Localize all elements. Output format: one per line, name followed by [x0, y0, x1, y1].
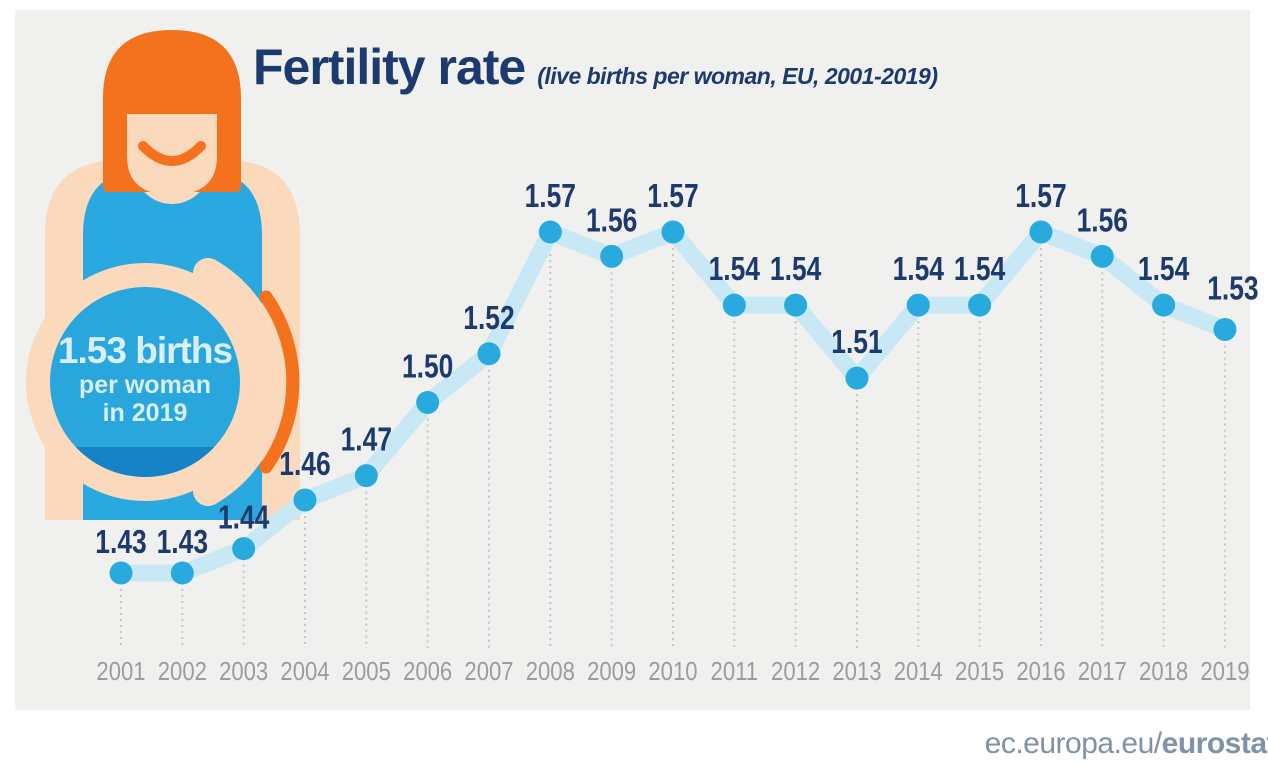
data-point [1152, 293, 1176, 317]
data-point [968, 293, 992, 317]
callout-unit: per woman [79, 371, 211, 400]
callout-value: 1.53 births [57, 330, 233, 371]
data-point [906, 293, 930, 317]
pregnant-woman-illustration [26, 30, 300, 520]
data-point [293, 488, 317, 512]
trend-line [112, 223, 1234, 582]
footer-url-brand: eurostat [1161, 727, 1268, 760]
value-label: 1.47 [341, 422, 392, 458]
data-point [784, 293, 808, 317]
year-tick-label: 2010 [648, 657, 697, 686]
year-tick-label: 2017 [1078, 657, 1127, 686]
page-title: Fertility rate [253, 39, 526, 95]
woman-right-arm [193, 258, 286, 506]
year-tick-label: 2015 [955, 657, 1004, 686]
year-tick-label: 2008 [526, 657, 575, 686]
data-point [109, 561, 133, 585]
footer-url: ec.europa.eu/eurostat [985, 727, 1268, 761]
year-tick-label: 2002 [158, 657, 207, 686]
year-tick-label: 2016 [1016, 657, 1065, 686]
data-point [1029, 220, 1053, 244]
data-point [845, 366, 869, 390]
data-point [1213, 317, 1237, 341]
year-tick-label: 2012 [771, 657, 820, 686]
data-point [477, 342, 501, 366]
value-label: 1.43 [95, 524, 146, 560]
belly-callout: 1.53 births per woman in 2019 [50, 330, 240, 427]
callout-year: in 2019 [102, 399, 188, 428]
year-tick-label: 2004 [280, 657, 329, 686]
value-label: 1.57 [1015, 178, 1066, 214]
year-tick-label: 2006 [403, 657, 452, 686]
chart-title-row: Fertility rate (live births per woman, E… [253, 42, 938, 92]
year-tick-label: 2019 [1200, 657, 1249, 686]
data-point [722, 293, 746, 317]
year-tick-label: 2018 [1139, 657, 1188, 686]
value-label: 1.44 [218, 500, 270, 536]
value-label: 1.51 [831, 324, 882, 360]
page-subtitle: (live births per woman, EU, 2001-2019) [537, 63, 938, 89]
value-label: 1.46 [279, 446, 330, 482]
data-point [661, 220, 685, 244]
data-point [1090, 244, 1114, 268]
data-point [170, 561, 194, 585]
year-tick-label: 2007 [464, 657, 513, 686]
value-label: 1.54 [893, 251, 945, 287]
value-label: 1.52 [463, 300, 514, 336]
woman-face [127, 114, 217, 195]
value-label: 1.54 [954, 251, 1006, 287]
value-label: 1.43 [157, 524, 208, 560]
belly-circle [50, 287, 240, 477]
value-label: 1.56 [586, 203, 637, 239]
value-label: 1.57 [525, 178, 576, 214]
data-point [416, 391, 440, 415]
woman-sleeve-accent [259, 290, 300, 474]
year-tick-label: 2014 [894, 657, 943, 686]
data-point [538, 220, 562, 244]
footer-url-prefix: ec.europa.eu/ [984, 727, 1162, 760]
woman-arm-ring [26, 263, 264, 501]
woman-chin-curve [138, 141, 206, 166]
value-label: 1.56 [1077, 203, 1128, 239]
value-label: 1.54 [770, 251, 822, 287]
value-label: 1.53 [1207, 271, 1258, 307]
year-tick-label: 2005 [342, 657, 391, 686]
year-tick-label: 2003 [219, 657, 268, 686]
value-label: 1.57 [647, 178, 698, 214]
year-tick-label: 2001 [96, 657, 145, 686]
data-point [600, 244, 624, 268]
year-tick-label: 2013 [832, 657, 881, 686]
data-point [232, 537, 256, 561]
year-tick-label: 2009 [587, 657, 636, 686]
value-label: 1.54 [1138, 251, 1190, 287]
value-label: 1.50 [402, 349, 453, 385]
value-label: 1.54 [709, 251, 761, 287]
data-point [354, 464, 378, 488]
year-tick-label: 2011 [711, 657, 758, 686]
